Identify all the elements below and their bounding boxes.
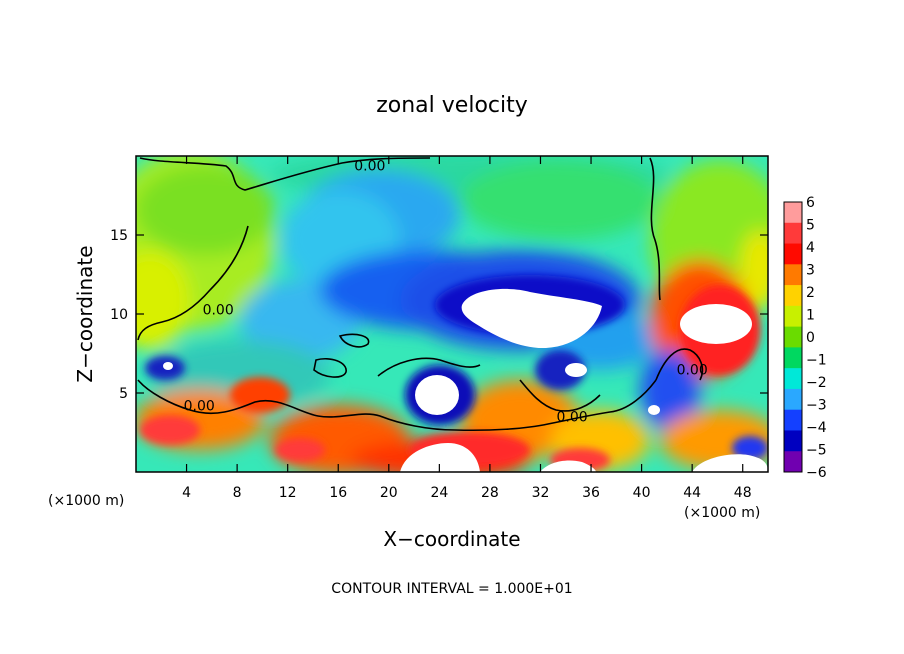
x-tick-label: 44 xyxy=(683,485,701,501)
colorbar-label: −1 xyxy=(806,353,827,369)
colorbar-swatch xyxy=(784,202,802,224)
heatmap-field xyxy=(136,156,768,472)
colorbar-label: 6 xyxy=(806,195,815,211)
colorbar-swatch xyxy=(784,305,802,328)
colorbar-swatch xyxy=(784,222,802,245)
colorbar-swatch xyxy=(784,451,802,473)
colorbar-label: −4 xyxy=(806,420,827,436)
colorbar-label: −2 xyxy=(806,375,827,391)
x-tick-label: 36 xyxy=(582,485,600,501)
colorbar-label: 2 xyxy=(806,285,815,301)
y-tick-label: 5 xyxy=(119,386,128,402)
colorbar-swatch xyxy=(784,409,802,431)
colorbar-label: 1 xyxy=(806,308,815,324)
colorbar-frame xyxy=(783,201,803,473)
y-axis-ticks: 5 10 15 xyxy=(110,228,768,402)
x-tick-label: 28 xyxy=(481,485,499,501)
x-tick-label: 8 xyxy=(233,485,242,501)
contour-label: 0.00 xyxy=(203,302,234,318)
y-tick-label: 15 xyxy=(110,228,128,244)
x-axis-label: X−coordinate xyxy=(383,527,520,551)
y-tick-label: 10 xyxy=(110,307,128,323)
contour-label: 0.00 xyxy=(354,158,385,174)
x-tick-label: 40 xyxy=(633,485,651,501)
contour-interval-note: CONTOUR INTERVAL = 1.000E+01 xyxy=(331,581,572,597)
contour-label: 0.00 xyxy=(556,410,587,426)
x-tick-label: 16 xyxy=(329,485,347,501)
colorbar-swatch xyxy=(784,243,802,265)
x-unit-label-right: (×1000 m) xyxy=(684,505,760,521)
colorbar-swatch xyxy=(784,326,802,348)
colorbar-label: 5 xyxy=(806,218,815,234)
x-tick-label: 32 xyxy=(532,485,550,501)
contour-label: 0.00 xyxy=(677,362,708,378)
x-tick-label: 24 xyxy=(430,485,448,501)
contour-label: 0.00 xyxy=(184,399,215,415)
x-tick-label: 48 xyxy=(734,485,752,501)
y-axis-label: Z−coordinate xyxy=(73,245,97,382)
colorbar-label: −6 xyxy=(806,465,827,481)
colorbar-swatch xyxy=(784,285,802,307)
colorbar-label: −3 xyxy=(806,398,827,414)
colorbar-label: 0 xyxy=(806,330,815,346)
x-tick-label: 12 xyxy=(279,485,297,501)
colorbar: 6 5 4 3 2 1 0 −1 −2 −3 −4 −5 −6 xyxy=(783,195,827,481)
colorbar-swatch xyxy=(784,264,802,286)
colorbar-swatch xyxy=(784,430,802,452)
x-axis-ticks: 4 8 12 16 20 24 28 32 36 40 44 48 xyxy=(182,156,752,501)
colorbar-label: −5 xyxy=(806,443,827,459)
x-tick-label: 20 xyxy=(380,485,398,501)
zero-contours xyxy=(137,157,704,432)
x-unit-label-left: (×1000 m) xyxy=(48,493,124,509)
colorbar-swatch xyxy=(784,388,802,411)
colorbar-label: 4 xyxy=(806,240,815,256)
colorbar-swatch xyxy=(784,368,802,390)
contour-labels: 0.00 0.00 0.00 0.00 0.00 xyxy=(184,158,708,425)
colorbar-label: 3 xyxy=(806,263,815,279)
colorbar-swatch xyxy=(784,347,802,369)
x-tick-label: 4 xyxy=(182,485,191,501)
chart-title: zonal velocity xyxy=(376,93,528,118)
